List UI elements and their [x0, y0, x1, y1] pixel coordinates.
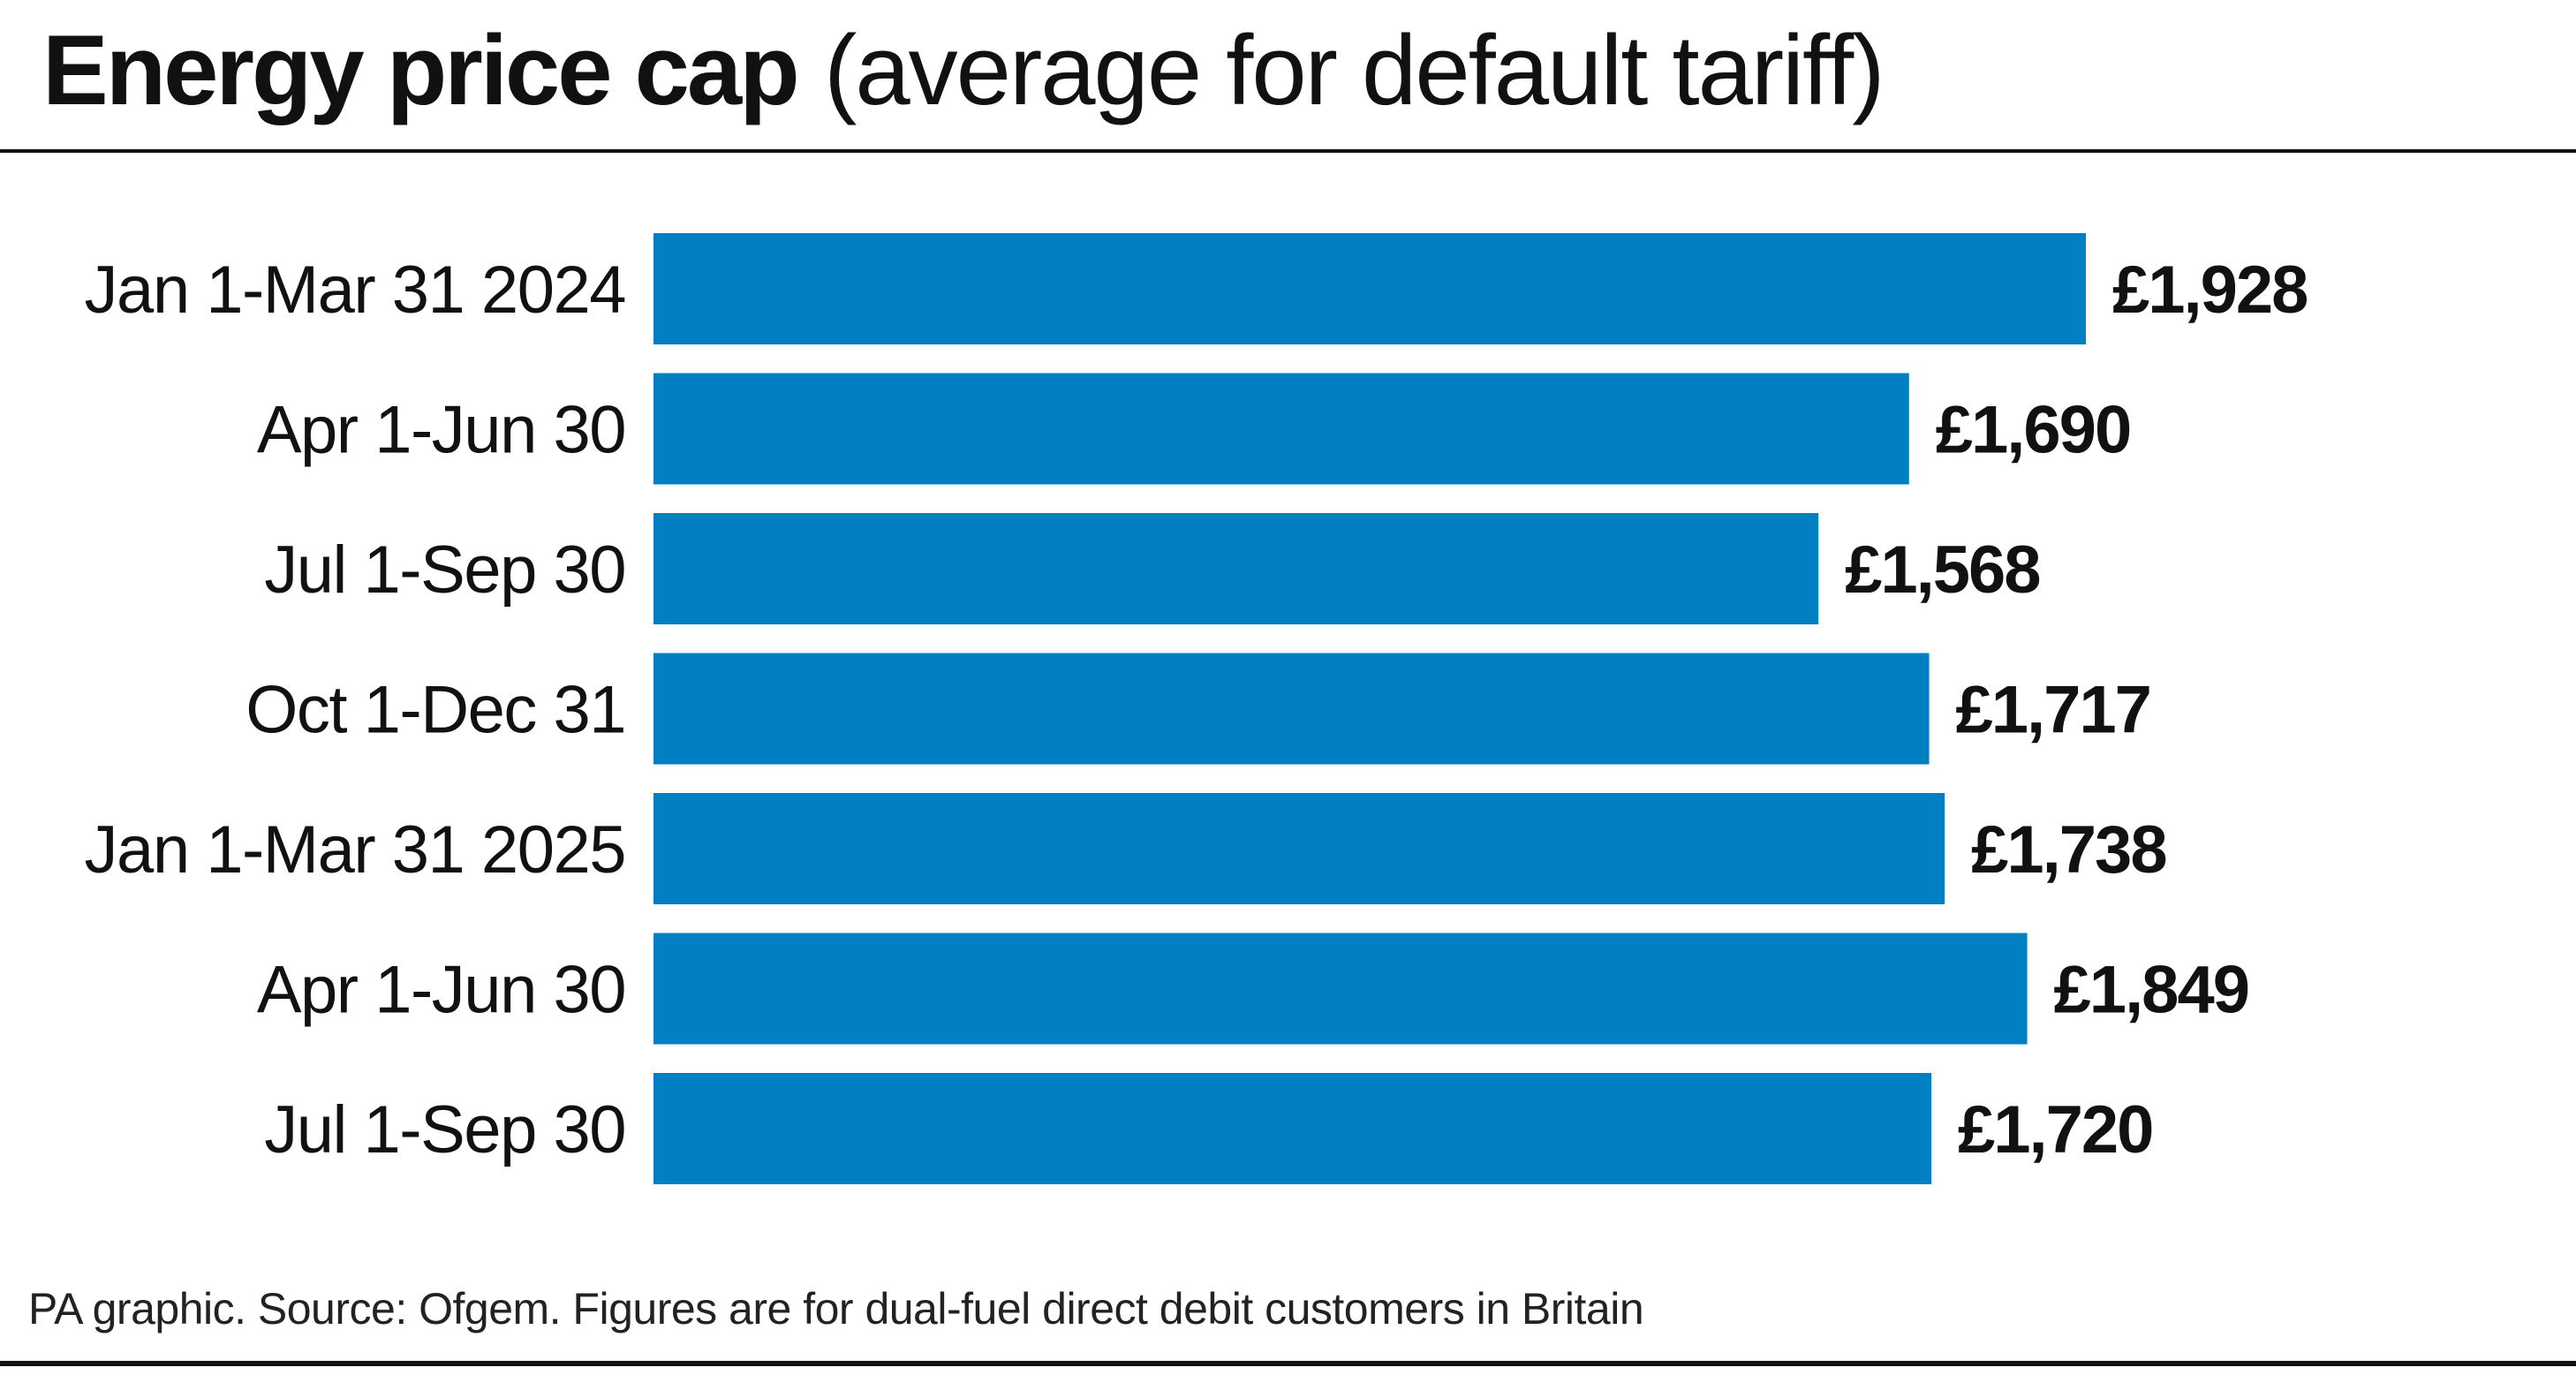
value-label: £1,928 — [2112, 253, 2307, 328]
category-label: Apr 1-Jun 30 — [257, 953, 625, 1028]
category-label: Oct 1-Dec 31 — [246, 673, 625, 748]
bar — [653, 933, 2028, 1045]
value-label: £1,690 — [1936, 393, 2130, 468]
value-label: £1,717 — [1955, 673, 2149, 748]
category-label: Jan 1-Mar 31 2024 — [85, 253, 626, 328]
bar — [653, 233, 2086, 344]
bar — [653, 1073, 1932, 1184]
category-label: Jul 1-Sep 30 — [264, 533, 625, 608]
bar — [653, 373, 1909, 485]
chart-title: Energy price cap (average for default ta… — [42, 15, 1884, 125]
bar — [653, 793, 1945, 904]
source-footer: PA graphic. Source: Ofgem. Figures are f… — [28, 1284, 1643, 1333]
category-label: Jul 1-Sep 30 — [264, 1092, 625, 1167]
category-label: Jan 1-Mar 31 2025 — [85, 812, 625, 888]
category-label: Apr 1-Jun 30 — [257, 393, 625, 468]
value-label: £1,849 — [2054, 953, 2248, 1028]
chart-title-main: Energy price cap — [42, 15, 797, 125]
value-label: £1,720 — [1958, 1092, 2152, 1167]
bars-group: Jan 1-Mar 31 2024 £1,928 Apr 1-Jun 30 £1,69… — [85, 233, 2308, 1184]
bar — [653, 513, 1819, 624]
value-label: £1,568 — [1845, 533, 2039, 608]
value-label: £1,738 — [1971, 812, 2165, 888]
bar — [653, 653, 1930, 765]
chart-subtitle: (average for default tariff) — [824, 15, 1883, 125]
